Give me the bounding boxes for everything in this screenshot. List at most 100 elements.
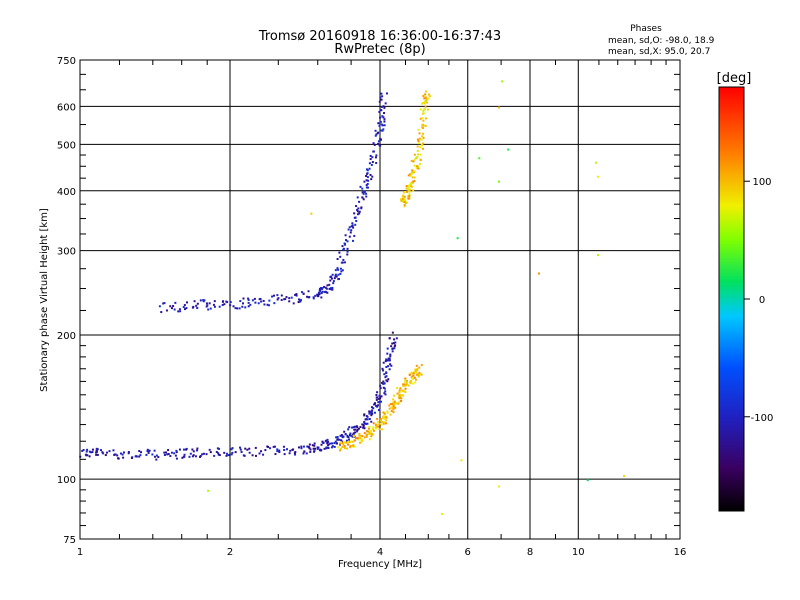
data-point [192, 450, 195, 453]
data-point [419, 153, 422, 156]
data-point [343, 447, 346, 450]
data-point [366, 418, 369, 421]
data-point [308, 443, 311, 446]
data-point [272, 445, 275, 448]
data-point [389, 413, 392, 416]
data-point [404, 391, 407, 394]
data-point [409, 185, 412, 188]
data-point [341, 261, 344, 264]
data-point [417, 139, 420, 142]
data-point [390, 364, 393, 367]
data-point [413, 180, 416, 183]
data-point [264, 449, 267, 452]
data-point [191, 455, 194, 458]
data-point [365, 195, 368, 198]
data-point [382, 382, 385, 385]
data-point [297, 446, 300, 449]
data-point [320, 443, 323, 446]
x-tick-label: 16 [674, 547, 687, 558]
data-point [365, 192, 368, 195]
data-point [362, 426, 365, 429]
data-point [391, 350, 394, 353]
data-point [420, 364, 423, 367]
data-point [379, 418, 382, 421]
colorbar-tick-label: 0 [759, 295, 765, 306]
data-point [366, 172, 369, 175]
data-point [316, 293, 319, 296]
data-point [338, 277, 341, 280]
data-point [162, 302, 165, 305]
data-point [153, 449, 156, 452]
data-point [359, 435, 362, 438]
data-point [366, 415, 369, 418]
data-point [375, 404, 378, 407]
data-point [99, 449, 102, 452]
data-point [355, 437, 358, 440]
data-point [402, 385, 405, 388]
data-point [353, 439, 356, 442]
data-point [418, 137, 421, 140]
data-point [383, 373, 386, 376]
data-point [377, 142, 380, 145]
data-point [362, 198, 365, 201]
data-point [392, 411, 395, 414]
data-point [272, 294, 275, 297]
data-point [165, 309, 168, 312]
data-point [386, 380, 389, 383]
data-point [326, 291, 329, 294]
data-point [302, 292, 305, 295]
data-point [363, 422, 366, 425]
data-point [356, 425, 359, 428]
data-point [276, 448, 279, 451]
data-point [335, 442, 338, 445]
data-point [385, 419, 388, 422]
data-point [366, 433, 369, 436]
data-point [346, 247, 349, 250]
data-point [361, 435, 364, 438]
data-point [389, 363, 392, 366]
data-point [357, 207, 360, 210]
data-point [327, 443, 330, 446]
data-point [418, 366, 421, 369]
data-point [379, 144, 382, 147]
data-point [312, 296, 315, 299]
data-point [101, 451, 104, 454]
data-point [351, 440, 354, 443]
data-point [175, 449, 178, 452]
data-point [91, 448, 94, 451]
data-point [395, 402, 398, 405]
data-point [345, 439, 348, 442]
data-point [418, 163, 421, 166]
data-point [354, 425, 357, 428]
data-point [356, 210, 359, 213]
data-point [337, 268, 340, 271]
data-point [372, 150, 375, 153]
data-point [424, 99, 427, 102]
data-point [377, 409, 380, 412]
grid-lines [80, 60, 680, 539]
data-point [359, 185, 362, 188]
data-point [408, 190, 411, 193]
data-point [348, 426, 351, 429]
data-point [391, 331, 394, 334]
data-point [277, 297, 280, 300]
data-point [353, 445, 356, 448]
data-point [375, 133, 378, 136]
data-point [389, 355, 392, 358]
data-point [89, 451, 92, 454]
data-point [383, 118, 386, 121]
data-point [313, 442, 316, 445]
data-point [170, 307, 173, 310]
chart-subtitle: RwPretec (8p) [334, 42, 425, 57]
data-point [331, 445, 334, 448]
data-point [385, 365, 388, 368]
data-point [328, 283, 331, 286]
data-point [321, 440, 324, 443]
data-point [288, 297, 291, 300]
data-point [422, 112, 425, 115]
data-point [416, 145, 419, 148]
data-point [119, 452, 122, 455]
data-point [375, 398, 378, 401]
data-point [406, 380, 409, 383]
